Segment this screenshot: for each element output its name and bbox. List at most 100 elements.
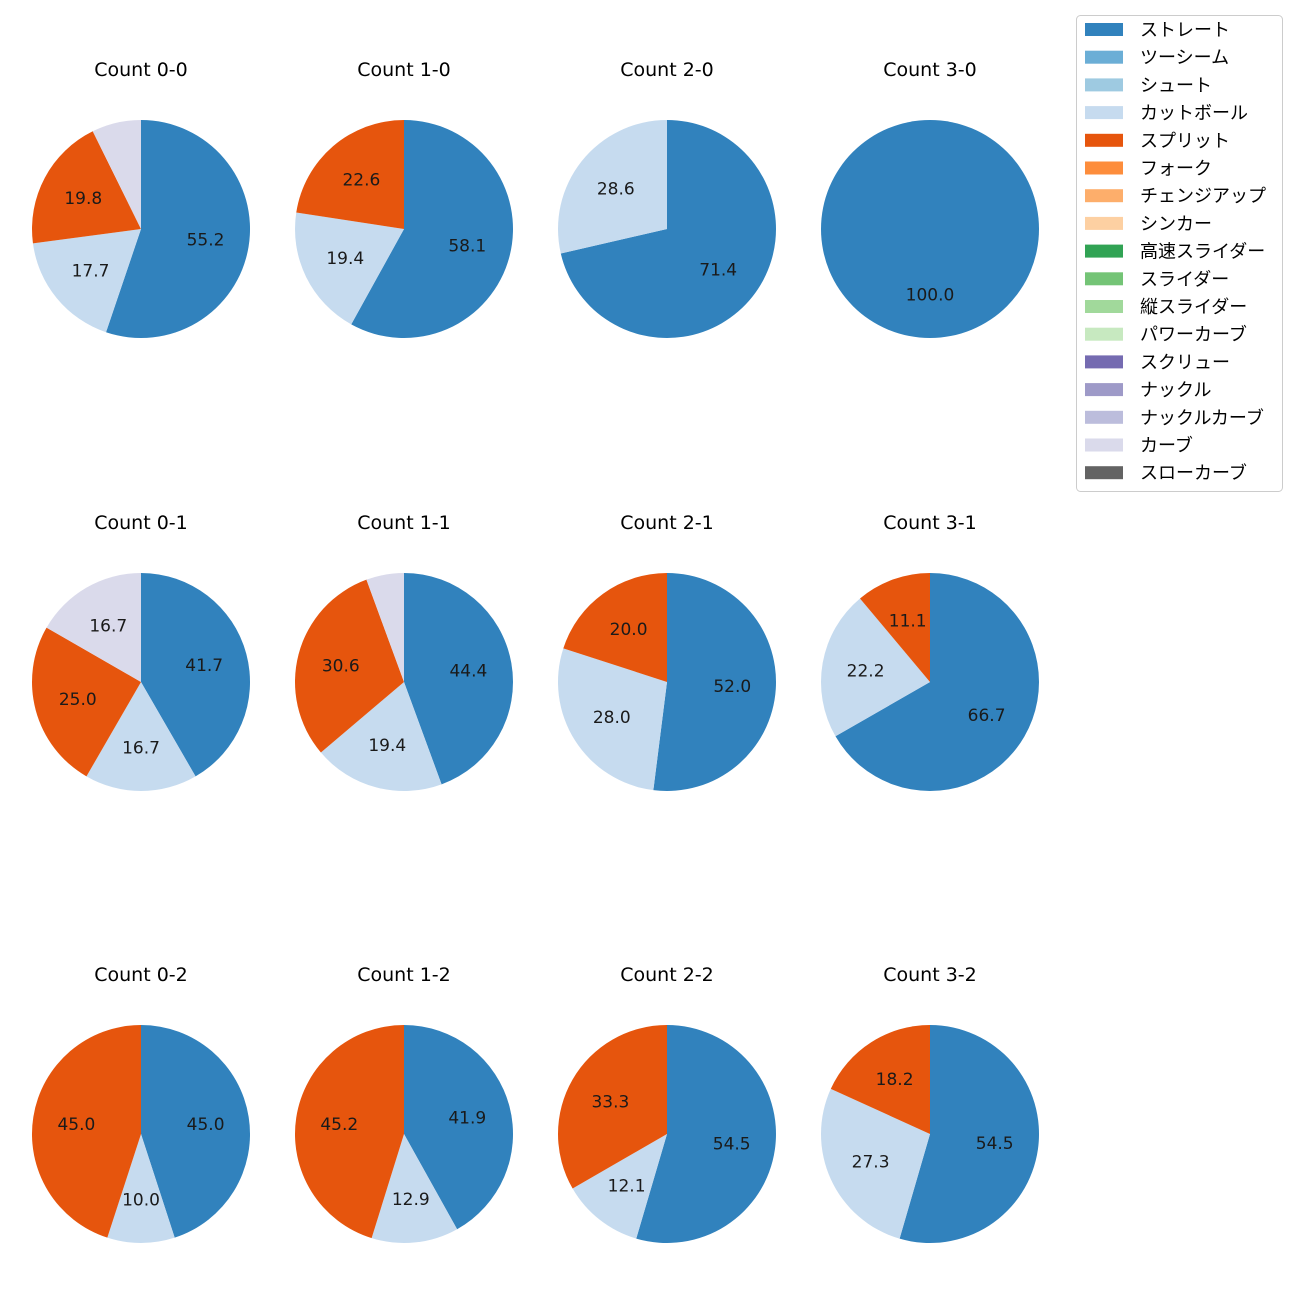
slice-label: 22.2	[847, 662, 885, 682]
pie-slice	[821, 120, 1039, 338]
slice-label: 16.7	[89, 616, 127, 636]
pie-title: Count 2-2	[620, 964, 714, 986]
pie-title: Count 2-1	[620, 512, 714, 534]
pie-slice	[294, 579, 404, 753]
slice-label: 41.9	[448, 1109, 486, 1129]
pie-title: Count 3-2	[883, 964, 977, 986]
slice-label: 18.2	[876, 1070, 914, 1090]
slice-label: 12.9	[392, 1190, 430, 1210]
legend-swatch	[1085, 216, 1123, 230]
pie-slice	[294, 1025, 404, 1239]
legend-label: チェンジアップ	[1140, 186, 1266, 207]
pie-slice	[32, 131, 141, 244]
slice-label: 10.0	[122, 1190, 160, 1210]
pie-title: Count 0-2	[94, 964, 188, 986]
pie-slice	[106, 120, 251, 338]
slice-label: 66.7	[968, 706, 1006, 726]
slice-label: 19.4	[326, 249, 364, 269]
legend-label: スローカーブ	[1140, 462, 1247, 484]
pie-slice	[820, 598, 930, 737]
legend-swatch	[1085, 133, 1123, 147]
legend-swatch	[1085, 300, 1123, 313]
pie-slice	[320, 682, 442, 792]
slice-label: 45.0	[187, 1115, 225, 1135]
pie-slice	[141, 1025, 251, 1238]
legend-swatch	[1085, 327, 1123, 341]
pie-title: Count 3-0	[883, 59, 977, 81]
legend-label: シンカー	[1140, 214, 1212, 235]
legend-swatch	[1085, 383, 1123, 397]
pie-2: Count 1-0 58.1 19.4 22.6	[294, 59, 514, 339]
slice-label: 19.8	[64, 189, 102, 209]
slice-label: 25.0	[59, 690, 97, 710]
slice-label: 71.4	[699, 261, 737, 281]
legend-swatch	[1085, 189, 1123, 203]
pie-slice	[563, 573, 667, 682]
pie-slice	[46, 573, 141, 682]
pie-slice	[636, 1025, 776, 1243]
slice-label: 11.1	[889, 612, 927, 632]
legend-swatch	[1085, 161, 1123, 175]
pie-slice	[859, 573, 930, 682]
slice-label: 41.7	[185, 656, 223, 676]
pie-slice	[821, 1088, 930, 1239]
legend-label: 縦スライダー	[1140, 297, 1247, 318]
legend-label: ストレート	[1140, 20, 1230, 41]
pie-slice	[835, 573, 1040, 791]
slice-label: 33.3	[591, 1092, 629, 1112]
pie-3: Count 2-0 71.4 28.6	[558, 59, 777, 338]
slice-label: 55.2	[187, 231, 225, 251]
legend-swatch	[1085, 438, 1123, 452]
slice-label: 28.6	[597, 179, 635, 199]
pie-slice	[572, 1134, 667, 1239]
pie-1: Count 0-0 55.2 17.7 19.8	[32, 59, 251, 338]
pie-slice	[351, 120, 514, 339]
legend-label: フォーク	[1140, 159, 1212, 180]
legend-label: カーブ	[1140, 435, 1193, 457]
slice-label: 12.1	[608, 1176, 646, 1196]
legend-label: シュート	[1140, 75, 1212, 96]
legend-label: スライダー	[1140, 269, 1229, 290]
legend-swatch	[1085, 355, 1123, 369]
slice-label: 27.3	[852, 1152, 890, 1172]
pie-title: Count 3-1	[883, 512, 977, 534]
slice-label: 54.5	[976, 1134, 1014, 1154]
pie-slice	[560, 120, 777, 338]
legend-swatch	[1085, 466, 1123, 480]
slice-label: 52.0	[713, 677, 751, 697]
pie-11: Count 2-2 54.5 12.1 33.3	[557, 964, 776, 1243]
legend-swatch	[1085, 23, 1123, 36]
legend-swatch	[1085, 78, 1123, 92]
pie-title: Count 2-0	[620, 59, 714, 81]
pie-7: Count 2-1 52.0 28.0 20.0	[557, 512, 777, 791]
pie-slice	[404, 1025, 514, 1230]
slice-label: 22.6	[342, 170, 380, 190]
pie-slice	[107, 1134, 175, 1244]
slice-label: 30.6	[322, 656, 360, 676]
legend-label: パワーカーブ	[1140, 324, 1247, 346]
pie-slice	[899, 1025, 1040, 1243]
pie-slice	[557, 1025, 667, 1189]
slice-label: 17.7	[72, 262, 110, 282]
slice-label: 28.0	[593, 708, 631, 728]
legend-frame	[1076, 15, 1283, 492]
legend-label: ナックル	[1140, 380, 1211, 401]
pie-8: Count 3-1 66.7 22.2 11.1	[820, 512, 1040, 791]
legend-label: スクリュー	[1140, 352, 1230, 373]
slice-label: 54.5	[713, 1134, 751, 1154]
legend-label: ツーシーム	[1140, 48, 1229, 69]
pie-slice	[653, 573, 777, 791]
pie-slice	[141, 573, 251, 777]
pie-4: Count 3-0 100.0	[821, 59, 1039, 338]
pie-slice	[294, 212, 404, 325]
pie-slice	[92, 120, 141, 229]
pie-12: Count 3-2 54.5 27.3 18.2	[821, 964, 1040, 1243]
slice-label: 44.4	[449, 662, 487, 682]
pie-slice	[86, 682, 196, 792]
legend-label: スプリット	[1140, 131, 1230, 152]
legend-label: ナックルカーブ	[1140, 407, 1264, 429]
pie-slice	[32, 229, 142, 333]
pie-10: Count 1-2 41.9 12.9 45.2	[294, 964, 514, 1244]
pie-slice	[371, 1134, 458, 1244]
slice-label: 45.0	[57, 1115, 95, 1135]
